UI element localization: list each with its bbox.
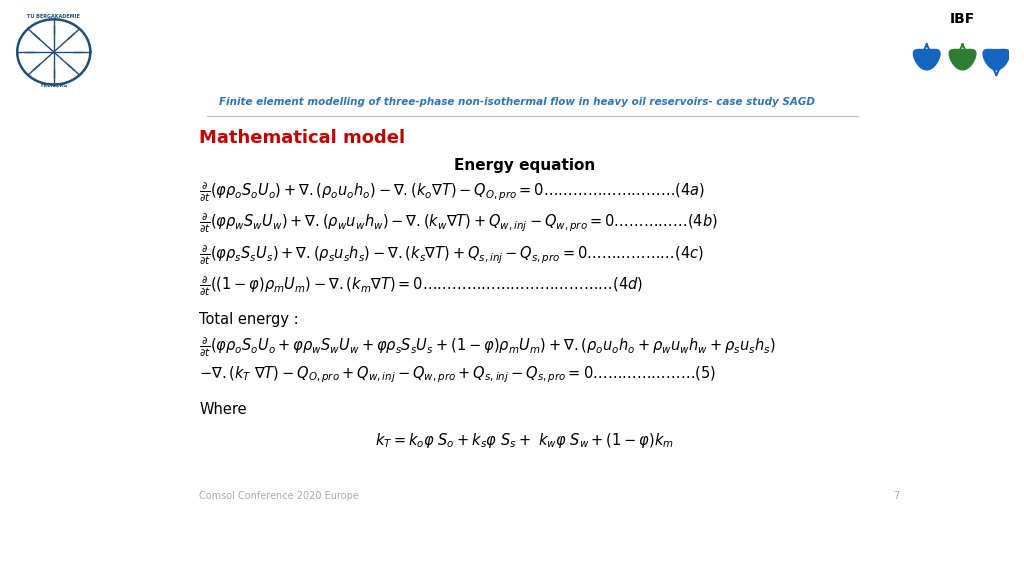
Text: IBF: IBF: [950, 12, 975, 25]
Text: Energy equation: Energy equation: [455, 158, 595, 173]
Polygon shape: [913, 50, 940, 70]
Polygon shape: [949, 50, 976, 70]
Polygon shape: [983, 50, 1010, 70]
Text: 7: 7: [893, 491, 899, 501]
Text: $-\nabla.(k_T\ \nabla T) - Q_{O,pro} + Q_{w,inj} - Q_{w,pro} + Q_{s,inj} - Q_{s,: $-\nabla.(k_T\ \nabla T) - Q_{O,pro} + Q…: [200, 365, 717, 385]
Text: $\frac{\partial}{\partial t}(\varphi\rho_s S_s U_s) + \nabla.(\rho_s u_s h_s) - : $\frac{\partial}{\partial t}(\varphi\rho…: [200, 244, 705, 267]
Text: Finite element modelling of three-phase non-isothermal flow in heavy oil reservo: Finite element modelling of three-phase …: [219, 97, 815, 107]
Text: Comsol Conference 2020 Europe: Comsol Conference 2020 Europe: [200, 491, 359, 501]
Text: TU BERGAKADEMIE: TU BERGAKADEMIE: [28, 14, 80, 19]
Text: Mathematical model: Mathematical model: [200, 129, 406, 147]
Text: Total energy :: Total energy :: [200, 312, 299, 327]
Text: FREIBERG: FREIBERG: [40, 83, 68, 88]
Text: $\frac{\partial}{\partial t}(\varphi\rho_o S_o U_o + \varphi\rho_w S_w U_w + \va: $\frac{\partial}{\partial t}(\varphi\rho…: [200, 335, 776, 359]
Text: Where: Where: [200, 402, 247, 417]
Text: $\frac{\partial}{\partial t}(\varphi\rho_w S_w U_w) + \nabla.(\rho_w u_w h_w) - : $\frac{\partial}{\partial t}(\varphi\rho…: [200, 211, 718, 236]
Text: $\frac{\partial}{\partial t}((1-\varphi)\rho_m U_m) - \nabla.(k_m \nabla T) = 0 : $\frac{\partial}{\partial t}((1-\varphi)…: [200, 275, 643, 298]
Text: $k_T = k_o\varphi\ S_o + k_s\varphi\ S_s +\ k_w\varphi\ S_w + (1-\varphi)k_m$: $k_T = k_o\varphi\ S_o + k_s\varphi\ S_s…: [376, 431, 674, 450]
Text: $\frac{\partial}{\partial t}(\varphi\rho_o S_o U_o) + \nabla.(\rho_o u_o h_o) - : $\frac{\partial}{\partial t}(\varphi\rho…: [200, 180, 706, 203]
